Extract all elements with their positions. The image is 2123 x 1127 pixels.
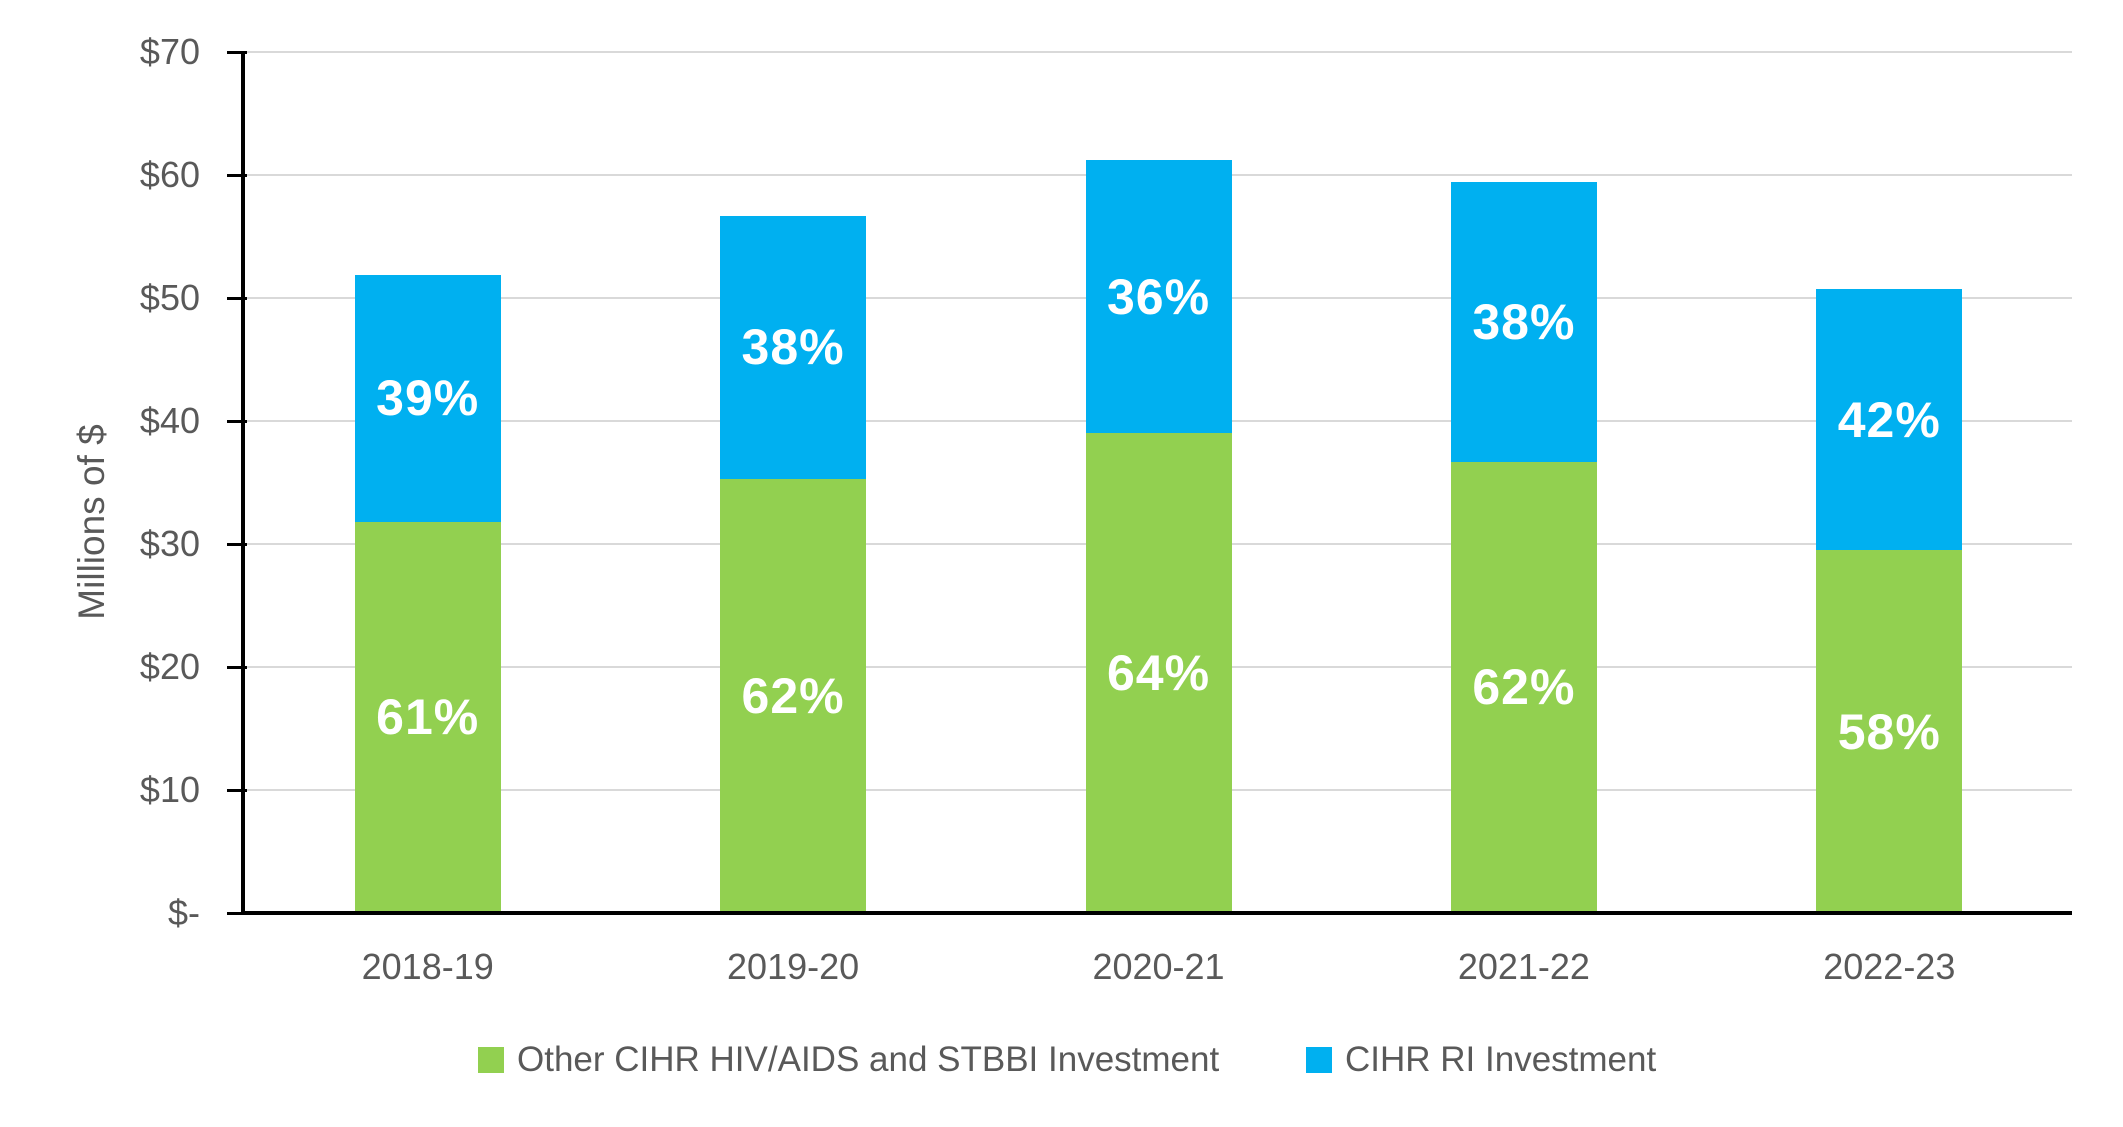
bar-segment-bottom: 62% [720, 478, 867, 913]
segment-percent-label: 62% [741, 667, 845, 724]
y-tick-mark [227, 788, 247, 792]
x-axis-line [241, 911, 2072, 915]
segment-percent-label: 38% [1472, 293, 1576, 350]
y-tick-label: $- [167, 892, 200, 933]
gridline [245, 51, 2072, 53]
x-tick-label: 2021-22 [1457, 946, 1590, 987]
y-tick-mark [227, 296, 247, 300]
segment-percent-label: 58% [1837, 703, 1941, 760]
x-tick-label: 2018-19 [361, 946, 494, 987]
segment-percent-label: 62% [1472, 659, 1576, 716]
y-tick-label: $30 [139, 523, 200, 564]
x-tick-label: 2022-23 [1823, 946, 1956, 987]
bar-segment-top: 38% [720, 215, 867, 479]
x-tick-label: 2019-20 [727, 946, 860, 987]
y-tick-mark [227, 542, 247, 546]
segment-percent-label: 39% [376, 370, 480, 427]
segment-percent-label: 42% [1837, 391, 1941, 448]
segment-percent-label: 64% [1106, 645, 1211, 702]
bar-segment-top: 36% [1085, 160, 1232, 434]
y-tick-label: $70 [139, 31, 200, 72]
legend-label: CIHR RI Investment [1345, 1040, 1657, 1079]
segment-percent-label: 38% [741, 319, 845, 376]
y-tick-mark [227, 419, 247, 423]
x-tick-label: 2020-21 [1092, 946, 1225, 987]
y-tick-label: $50 [139, 277, 200, 318]
y-tick-mark [227, 665, 247, 669]
legend-swatch [478, 1047, 504, 1073]
bar-segment-top: 39% [354, 274, 501, 522]
bar-segment-bottom: 61% [354, 521, 501, 913]
y-tick-label: $60 [139, 154, 200, 195]
y-tick-label: $40 [139, 400, 200, 441]
y-tick-label: $20 [139, 646, 200, 687]
bar-segment-top: 38% [1450, 182, 1597, 462]
legend-item: Other CIHR HIV/AIDS and STBBI Investment [478, 1040, 1220, 1079]
legend-label: Other CIHR HIV/AIDS and STBBI Investment [517, 1040, 1220, 1079]
bar-segment-bottom: 64% [1085, 433, 1232, 913]
y-tick-mark [227, 50, 247, 54]
bar-segment-top: 42% [1816, 289, 1963, 551]
bar-segment-bottom: 58% [1816, 550, 1963, 913]
y-tick-mark [227, 911, 247, 915]
y-tick-mark [227, 173, 247, 177]
segment-percent-label: 61% [376, 689, 480, 746]
legend-swatch [1306, 1047, 1332, 1073]
y-axis-line [241, 52, 245, 915]
segment-percent-label: 36% [1106, 268, 1211, 325]
legend-item: CIHR RI Investment [1306, 1040, 1657, 1079]
bar-segment-bottom: 62% [1450, 461, 1597, 913]
y-tick-label: $10 [139, 769, 200, 810]
